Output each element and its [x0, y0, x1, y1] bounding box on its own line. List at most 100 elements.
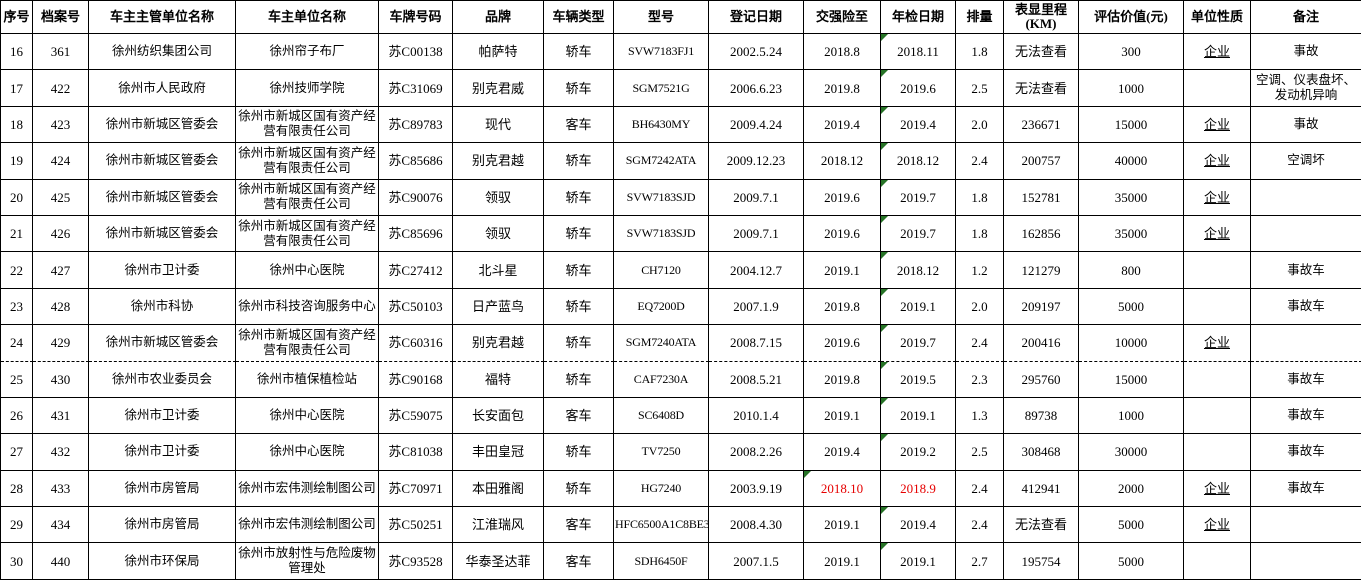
cell-mileage[interactable]: 162856	[1004, 215, 1079, 253]
cell-brand[interactable]: 现代	[453, 106, 544, 144]
header-inspection-date[interactable]: 年检日期	[881, 1, 956, 34]
cell-remark[interactable]: 空调坏	[1251, 143, 1361, 180]
cell-assessed-value[interactable]: 300	[1079, 34, 1184, 71]
cell-assessed-value[interactable]: 2000	[1079, 470, 1184, 508]
cell-displacement[interactable]: 2.7	[956, 543, 1004, 580]
cell-inspection-date[interactable]: 2019.1	[881, 397, 956, 435]
cell-unit-nature[interactable]: 企业	[1184, 143, 1251, 180]
header-supervisor-unit[interactable]: 车主主管单位名称	[89, 1, 236, 34]
cell-owner-unit[interactable]: 徐州中心医院	[236, 252, 379, 289]
cell-inspection-date[interactable]: 2018.12	[881, 143, 956, 180]
cell-inspection-date[interactable]: 2019.4	[881, 507, 956, 544]
cell-mileage[interactable]: 295760	[1004, 361, 1079, 398]
cell-supervisor-unit[interactable]: 徐州市卫计委	[89, 434, 236, 471]
cell-unit-nature[interactable]	[1184, 252, 1251, 289]
cell-supervisor-unit[interactable]: 徐州市农业委员会	[89, 361, 236, 398]
cell-supervisor-unit[interactable]: 徐州市新城区管委会	[89, 325, 236, 362]
cell-unit-nature[interactable]	[1184, 361, 1251, 398]
cell-insurance-until[interactable]: 2019.8	[804, 70, 881, 107]
header-assessed-value[interactable]: 评估价值(元)	[1079, 1, 1184, 34]
cell-model[interactable]: HFC6500A1C8BE3	[614, 507, 710, 544]
cell-register-date[interactable]: 2009.7.1	[709, 215, 804, 253]
cell-vehicle-type[interactable]: 轿车	[544, 470, 614, 508]
cell-owner-unit[interactable]: 徐州市新城区国有资产经营有限责任公司	[236, 215, 379, 253]
cell-brand[interactable]: 领驭	[453, 215, 544, 253]
cell-register-date[interactable]: 2007.1.9	[709, 288, 804, 326]
cell-assessed-value[interactable]: 1000	[1079, 70, 1184, 107]
cell-register-date[interactable]: 2006.6.23	[709, 70, 804, 107]
cell-unit-nature[interactable]: 企业	[1184, 34, 1251, 71]
cell-owner-unit[interactable]: 徐州帘子布厂	[236, 34, 379, 71]
cell-supervisor-unit[interactable]: 徐州市新城区管委会	[89, 179, 236, 216]
header-seq[interactable]: 序号	[1, 1, 33, 34]
cell-plate-no[interactable]: 苏C00138	[379, 34, 453, 71]
cell-model[interactable]: SGM7521G	[614, 70, 709, 107]
cell-owner-unit[interactable]: 徐州市新城区国有资产经营有限责任公司	[236, 179, 379, 216]
cell-owner-unit[interactable]: 徐州市宏伟测绘制图公司	[236, 470, 379, 508]
cell-supervisor-unit[interactable]: 徐州市新城区管委会	[89, 106, 236, 144]
cell-brand[interactable]: 丰田皇冠	[453, 434, 544, 471]
cell-unit-nature[interactable]	[1184, 543, 1251, 580]
cell-remark[interactable]	[1251, 325, 1361, 362]
cell-displacement[interactable]: 1.2	[956, 252, 1004, 289]
cell-plate-no[interactable]: 苏C89783	[379, 106, 453, 144]
cell-mileage[interactable]: 195754	[1004, 543, 1079, 580]
cell-plate-no[interactable]: 苏C85696	[379, 215, 453, 253]
cell-insurance-until[interactable]: 2019.8	[804, 288, 881, 326]
cell-owner-unit[interactable]: 徐州中心医院	[236, 397, 379, 435]
cell-unit-nature[interactable]: 企业	[1184, 215, 1251, 253]
cell-unit-nature[interactable]	[1184, 288, 1251, 326]
cell-brand[interactable]: 福特	[453, 361, 544, 398]
cell-plate-no[interactable]: 苏C50103	[379, 288, 453, 326]
cell-archive-no[interactable]: 426	[33, 215, 89, 253]
cell-remark[interactable]: 空调、仪表盘坏、发动机异响	[1251, 70, 1361, 107]
cell-model[interactable]: HG7240	[614, 470, 709, 508]
cell-unit-nature[interactable]: 企业	[1184, 325, 1251, 362]
cell-plate-no[interactable]: 苏C90076	[379, 179, 453, 216]
cell-register-date[interactable]: 2009.4.24	[709, 106, 804, 144]
cell-mileage[interactable]: 200416	[1004, 325, 1079, 362]
cell-brand[interactable]: 北斗星	[453, 252, 544, 289]
cell-vehicle-type[interactable]: 客车	[544, 543, 614, 580]
cell-register-date[interactable]: 2009.7.1	[709, 179, 804, 216]
cell-model[interactable]: SGM7242ATA	[614, 143, 709, 180]
cell-brand[interactable]: 江淮瑞风	[453, 507, 544, 544]
cell-unit-nature[interactable]	[1184, 397, 1251, 435]
cell-mileage[interactable]: 无法查看	[1004, 507, 1079, 544]
cell-inspection-date[interactable]: 2018.9	[881, 470, 956, 508]
cell-displacement[interactable]: 2.3	[956, 361, 1004, 398]
cell-mileage[interactable]: 无法查看	[1004, 70, 1079, 107]
cell-seq[interactable]: 20	[1, 179, 33, 216]
cell-brand[interactable]: 别克君威	[453, 70, 544, 107]
cell-insurance-until[interactable]: 2018.12	[804, 143, 881, 180]
cell-remark[interactable]: 事故车	[1251, 434, 1361, 471]
cell-assessed-value[interactable]: 15000	[1079, 106, 1184, 144]
cell-unit-nature[interactable]	[1184, 434, 1251, 471]
cell-inspection-date[interactable]: 2019.7	[881, 179, 956, 216]
cell-mileage[interactable]: 412941	[1004, 470, 1079, 508]
cell-mileage[interactable]: 236671	[1004, 106, 1079, 144]
cell-mileage[interactable]: 无法查看	[1004, 34, 1079, 71]
cell-remark[interactable]	[1251, 507, 1361, 544]
cell-remark[interactable]: 事故车	[1251, 252, 1361, 289]
cell-model[interactable]: CH7120	[614, 252, 709, 289]
cell-owner-unit[interactable]: 徐州市新城区国有资产经营有限责任公司	[236, 325, 379, 362]
cell-model[interactable]: SVW7183SJD	[614, 179, 709, 216]
cell-inspection-date[interactable]: 2019.2	[881, 434, 956, 471]
cell-plate-no[interactable]: 苏C81038	[379, 434, 453, 471]
cell-seq[interactable]: 29	[1, 507, 33, 544]
cell-remark[interactable]	[1251, 543, 1361, 580]
header-remark[interactable]: 备注	[1251, 1, 1361, 34]
cell-displacement[interactable]: 2.4	[956, 143, 1004, 180]
cell-displacement[interactable]: 2.4	[956, 507, 1004, 544]
cell-unit-nature[interactable]: 企业	[1184, 507, 1251, 544]
cell-supervisor-unit[interactable]: 徐州市环保局	[89, 543, 236, 580]
cell-inspection-date[interactable]: 2019.7	[881, 215, 956, 253]
cell-register-date[interactable]: 2008.2.26	[709, 434, 804, 471]
cell-brand[interactable]: 帕萨特	[453, 34, 544, 71]
cell-mileage[interactable]: 308468	[1004, 434, 1079, 471]
cell-plate-no[interactable]: 苏C31069	[379, 70, 453, 107]
cell-displacement[interactable]: 2.5	[956, 70, 1004, 107]
cell-remark[interactable]: 事故车	[1251, 470, 1361, 508]
cell-seq[interactable]: 16	[1, 34, 33, 71]
